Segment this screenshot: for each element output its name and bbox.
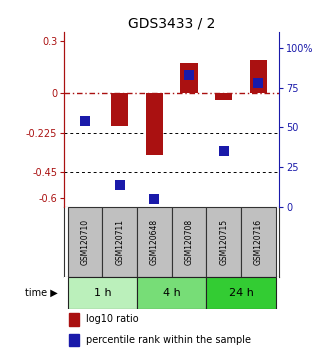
Bar xyxy=(68,313,79,326)
Bar xyxy=(250,60,267,93)
Point xyxy=(117,182,122,188)
Title: GDS3433 / 2: GDS3433 / 2 xyxy=(128,17,215,31)
Bar xyxy=(206,277,276,309)
Bar xyxy=(146,93,163,154)
Bar xyxy=(172,207,206,277)
Point xyxy=(221,149,226,154)
Bar xyxy=(68,207,102,277)
Text: GSM120648: GSM120648 xyxy=(150,219,159,265)
Point xyxy=(256,80,261,86)
Text: GSM120716: GSM120716 xyxy=(254,219,263,265)
Text: GSM120708: GSM120708 xyxy=(185,219,194,265)
Bar xyxy=(241,207,276,277)
Bar xyxy=(68,277,137,309)
Bar xyxy=(137,277,206,309)
Text: GSM120710: GSM120710 xyxy=(81,219,90,265)
Text: 4 h: 4 h xyxy=(163,288,181,298)
Text: percentile rank within the sample: percentile rank within the sample xyxy=(86,335,251,345)
Point xyxy=(152,196,157,202)
Bar xyxy=(206,207,241,277)
Bar xyxy=(180,63,198,93)
Text: 1 h: 1 h xyxy=(93,288,111,298)
Text: 24 h: 24 h xyxy=(229,288,254,298)
Bar xyxy=(111,93,128,126)
Bar xyxy=(68,334,79,346)
Text: GSM120711: GSM120711 xyxy=(115,219,124,265)
Bar xyxy=(215,93,232,100)
Bar xyxy=(102,207,137,277)
Point xyxy=(187,72,192,78)
Point xyxy=(82,118,88,124)
Text: time ▶: time ▶ xyxy=(25,288,58,298)
Text: log10 ratio: log10 ratio xyxy=(86,314,138,324)
Bar xyxy=(137,207,172,277)
Text: GSM120715: GSM120715 xyxy=(219,219,228,265)
